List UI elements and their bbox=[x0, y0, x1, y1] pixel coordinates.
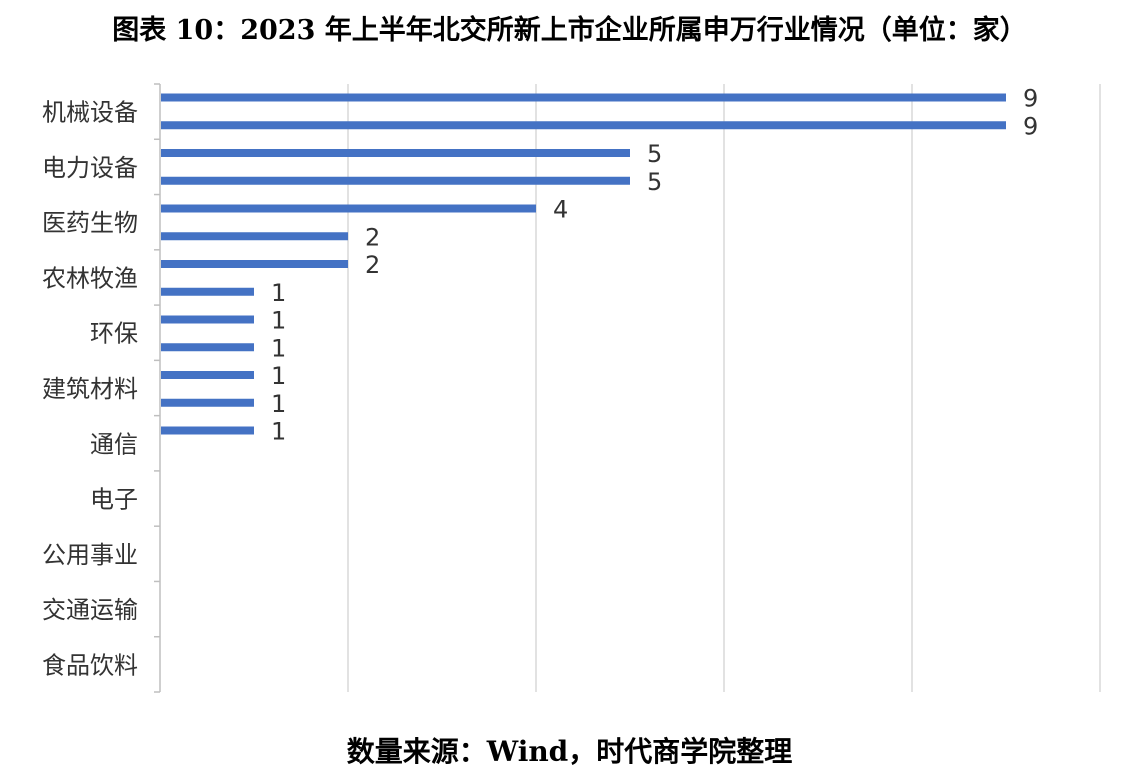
data-label: 2 bbox=[365, 251, 380, 279]
axis bbox=[154, 83, 161, 693]
bar bbox=[161, 204, 536, 213]
category-label: 电力设备 bbox=[42, 154, 138, 182]
data-label: 2 bbox=[365, 223, 380, 251]
data-label: 1 bbox=[271, 334, 286, 362]
category-label: 电子 bbox=[90, 486, 138, 514]
category-label: 建筑材料 bbox=[42, 375, 138, 403]
bar bbox=[161, 149, 630, 157]
bar bbox=[161, 93, 1006, 102]
data-label: 5 bbox=[647, 140, 662, 168]
bars bbox=[161, 93, 1006, 435]
data-label: 1 bbox=[271, 418, 286, 446]
bar bbox=[161, 287, 254, 296]
category-label: 公用事业 bbox=[42, 541, 138, 569]
category-label: 通信 bbox=[90, 430, 138, 458]
bar bbox=[161, 343, 254, 352]
category-label: 食品饮料 bbox=[42, 651, 138, 679]
bar bbox=[161, 232, 348, 241]
data-label: 5 bbox=[647, 168, 662, 196]
bar bbox=[161, 260, 348, 268]
category-label: 环保 bbox=[90, 320, 138, 348]
chart-title: 图表 10：2023 年上半年北交所新上市企业所属申万行业情况（单位：家） bbox=[112, 15, 1027, 46]
category-label: 交通运输 bbox=[42, 596, 138, 624]
category-label: 机械设备 bbox=[42, 99, 138, 127]
data-label: 9 bbox=[1023, 112, 1038, 140]
category-label: 医药生物 bbox=[42, 209, 138, 237]
bar bbox=[161, 315, 254, 324]
gridlines bbox=[347, 84, 1101, 692]
bar bbox=[161, 121, 1006, 130]
bar bbox=[161, 426, 254, 435]
source-note: 数量来源：Wind，时代商学院整理 bbox=[346, 735, 793, 768]
bar bbox=[161, 371, 254, 379]
bar bbox=[161, 398, 254, 407]
data-label: 9 bbox=[1023, 85, 1038, 113]
data-label: 1 bbox=[271, 307, 286, 335]
data-label: 1 bbox=[271, 390, 286, 418]
bar bbox=[161, 176, 630, 185]
data-label: 4 bbox=[553, 196, 568, 224]
data-label: 1 bbox=[271, 362, 286, 390]
data-label: 1 bbox=[271, 279, 286, 307]
category-label: 农林牧渔 bbox=[42, 264, 138, 292]
